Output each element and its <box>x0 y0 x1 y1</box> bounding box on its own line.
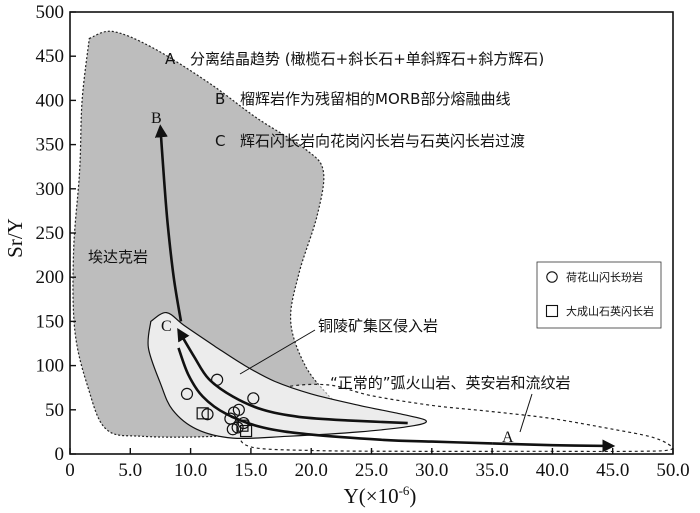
curve-c <box>177 327 408 425</box>
point-square-2 <box>239 424 253 438</box>
region-normal-arc <box>238 383 674 453</box>
y-tick-label-7: 350 <box>36 135 65 156</box>
normal-arc-label: “正常的”弧火山岩、英安岩和流纹岩 <box>330 374 571 392</box>
region-tongling <box>147 311 427 440</box>
point-square-0 <box>196 407 209 420</box>
y-tick-label-10: 500 <box>36 2 65 23</box>
x-tick-label-0: 0 <box>65 460 75 481</box>
ticks-layer: 0 5.0 10.0 15.0 20.0 25.0 30.0 35.0 40.0 45.0 50.0… <box>36 2 690 481</box>
point-circle-2 <box>201 408 214 421</box>
legend-square-marker <box>545 304 559 318</box>
y-tick-label-1: 50 <box>45 400 64 421</box>
annotation-a-letter: A <box>165 50 176 68</box>
annotation-a: A 分离结晶趋势 (橄榄石+斜长石+单斜辉石+斜方辉石) <box>165 50 544 68</box>
curves-layer <box>154 124 616 453</box>
y-tick-label-2: 100 <box>36 356 65 377</box>
curve-a2 <box>492 439 616 453</box>
arrow-label-a: A <box>502 429 514 446</box>
annotation-b-letter: B <box>215 90 225 108</box>
x-tick-label-7: 35.0 <box>475 460 508 481</box>
adakite-label: 埃达克岩 <box>88 248 148 266</box>
arrow-label-b: B <box>151 110 162 127</box>
tongling-label: 铜陵矿集区侵入岩 <box>318 317 438 335</box>
point-circle-4 <box>232 403 245 416</box>
x-tick-label-5: 25.0 <box>355 460 388 481</box>
x-tick-label-8: 40.0 <box>536 460 569 481</box>
x-tick-label-9: 45.0 <box>596 460 629 481</box>
legend-label-square: 大成山石英闪长岩 <box>566 304 654 318</box>
legend: 荷花山闪长玢岩 大成山石英闪长岩 <box>536 261 662 329</box>
point-circle-9 <box>226 423 239 436</box>
arrow-label-c: C <box>161 318 172 335</box>
tongling-leader-line <box>239 329 316 375</box>
y-tick-label-0: 0 <box>55 444 65 465</box>
curve-a <box>177 347 493 445</box>
annotation-b: B 榴辉岩作为残留相的MORB部分熔融曲线 <box>215 90 510 108</box>
point-circle-7 <box>237 416 250 430</box>
y-tick-label-5: 250 <box>36 223 65 244</box>
legend-label-circle: 荷花山闪长玢岩 <box>566 270 643 284</box>
x-tick-label-10: 50.0 <box>656 460 689 481</box>
point-circle-5 <box>247 392 260 405</box>
normal-arc-leader-line <box>519 393 533 433</box>
x-tick-label-3: 15.0 <box>234 460 267 481</box>
annotation-c-text: 辉石闪长岩向花岗闪长岩与石英闪长岩过渡 <box>240 132 525 150</box>
y-tick-label-9: 450 <box>36 46 65 67</box>
x-tick-label-1: 5.0 <box>118 460 142 481</box>
x-tick-label-6: 30.0 <box>415 460 448 481</box>
annotation-c: C 辉石闪长岩向花岗闪长岩与石英闪长岩过渡 <box>215 132 525 150</box>
legend-circle-marker <box>546 271 558 283</box>
annotation-c-letter: C <box>215 132 225 150</box>
curve-b <box>154 124 183 322</box>
x-axis-title: Y(×10-6) <box>344 483 417 508</box>
x-tick-label-2: 10.0 <box>174 460 207 481</box>
annotation-a-text: 分离结晶趋势 (橄榄石+斜长石+单斜辉石+斜方辉石) <box>190 50 544 68</box>
y-tick-label-3: 150 <box>36 311 65 332</box>
annotation-b-text: 榴辉岩作为残留相的MORB部分熔融曲线 <box>240 90 510 108</box>
y-tick-label-4: 200 <box>36 267 65 288</box>
y-axis-title: Sr/Y <box>3 218 27 258</box>
y-tick-label-8: 400 <box>36 90 65 111</box>
regions-layer <box>72 30 674 453</box>
points-layer <box>180 373 260 438</box>
point-circle-1 <box>211 373 224 386</box>
point-circle-0 <box>180 387 194 400</box>
y-tick-label-6: 300 <box>36 179 65 200</box>
x-tick-label-4: 20.0 <box>295 460 328 481</box>
